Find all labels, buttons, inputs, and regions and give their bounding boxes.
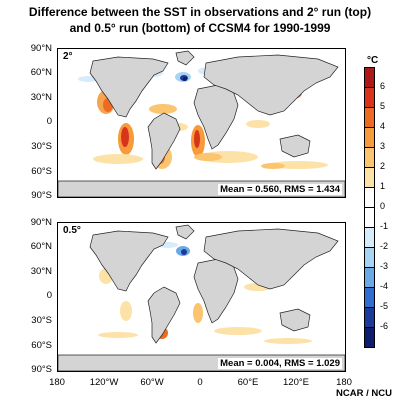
bottom-map-svg [58,224,345,371]
colorbar-unit: °C [367,55,379,66]
top-lat-label: 30°N [30,92,52,103]
colorbar-swatch [364,167,375,188]
colorbar-swatch [364,267,375,288]
bottom-panel-resolution-label: 0.5° [61,225,83,236]
top-lat-label: 30°S [31,141,52,152]
lon-label: 0 [197,377,203,388]
bottom-anomaly-patches [98,242,312,344]
bottom-lat-label: 60°S [31,340,52,351]
colorbar-label: -6 [380,321,389,331]
top-lat-label: 0 [46,116,52,127]
colorbar-label: -4 [380,281,389,291]
lon-label: 180 [336,377,352,388]
top-map-svg [58,50,345,197]
colorbar-swatch [364,187,375,208]
colorbar-label: 0 [380,201,386,211]
bottom-lat-label: 30°N [30,266,52,277]
colorbar [364,67,375,348]
colorbar-swatch [364,327,375,348]
lon-label: 180 [49,377,65,388]
colorbar-swatch [364,307,375,328]
credit-text: NCAR / NCU [336,388,392,399]
colorbar-label: 4 [380,121,386,131]
colorbar-swatch [364,247,375,268]
colorbar-label: 2 [380,161,386,171]
lon-label: 120°W [89,377,119,388]
colorbar-swatch [364,107,375,128]
bottom-map-panel: 0.5° Mean = 0.004, RMS = 1.029 [57,222,346,372]
colorbar-swatch [364,127,375,148]
colorbar-label: 3 [380,141,386,151]
bottom-lat-label: 0 [46,290,52,301]
colorbar-label: 5 [380,101,386,111]
lon-label: 60°E [237,377,259,388]
top-panel-resolution-label: 2° [61,51,75,62]
colorbar-label: 6 [380,81,386,91]
top-lat-label: 60°S [31,166,52,177]
title-line-2: and 0.5° run (bottom) of CCSM4 for 1990-… [69,21,331,35]
colorbar-swatch [364,207,375,228]
colorbar-swatch [364,147,375,168]
colorbar-swatch [364,87,375,108]
bottom-lat-label: 30°S [31,315,52,326]
top-lat-label: 60°N [30,67,52,78]
top-lat-label: 90°N [30,43,52,54]
title-line-1: Difference between the SST in observatio… [28,5,372,19]
bottom-lat-label: 60°N [30,241,52,252]
figure-title: Difference between the SST in observatio… [0,4,400,36]
lon-label: 120°E [283,377,309,388]
bottom-lat-label: 90°S [31,364,52,375]
colorbar-label: -5 [380,301,389,311]
bottom-lat-label: 90°N [30,217,52,228]
top-lat-label: 90°S [31,190,52,201]
colorbar-label: -1 [380,221,389,231]
colorbar-swatch [364,227,375,248]
colorbar-swatch [364,287,375,308]
bottom-panel-stats: Mean = 0.004, RMS = 1.029 [218,358,342,369]
colorbar-label: -3 [380,261,389,271]
colorbar-swatch [364,67,375,88]
colorbar-label: -2 [380,241,389,251]
top-map-panel: 2° Mean = 0.560, RMS = 1.434 [57,48,346,198]
colorbar-label: 1 [380,181,386,191]
lon-label: 60°W [140,377,164,388]
bottom-continents [58,224,345,371]
top-panel-stats: Mean = 0.560, RMS = 1.434 [218,184,342,195]
